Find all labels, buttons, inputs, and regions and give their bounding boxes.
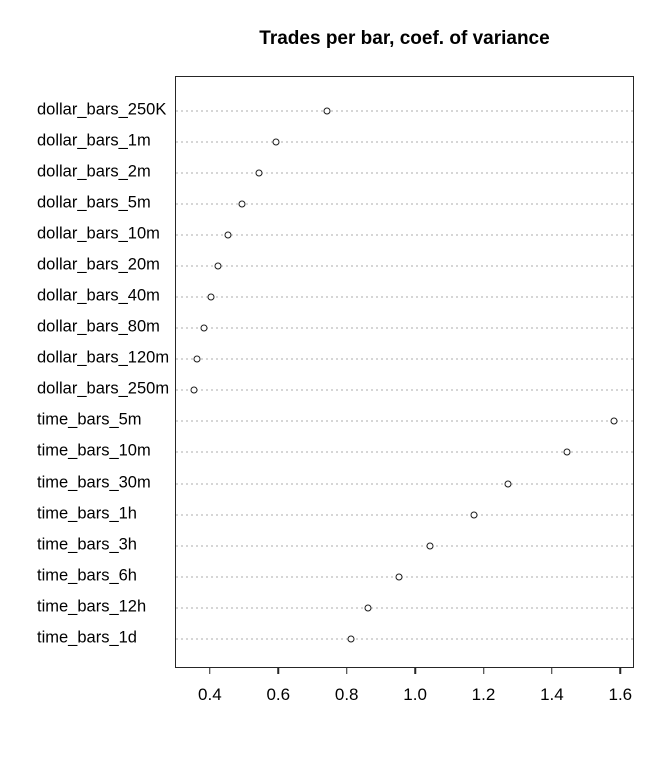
category-label: time_bars_10m [37,441,151,460]
category-label: time_bars_6h [37,566,137,585]
data-point-time_bars_6h [395,573,403,581]
data-point-dollar_bars_120m [193,355,201,363]
data-point-dollar_bars_250m [190,386,198,394]
x-axis-tick [551,667,553,674]
category-label: time_bars_5m [37,410,142,429]
gridline [176,327,633,330]
x-axis-tick-label: 0.6 [266,685,291,704]
data-point-time_bars_30m [504,480,512,488]
gridline [176,389,633,392]
x-axis-tick-label: 1.4 [540,685,564,704]
category-label: dollar_bars_20m [37,255,160,274]
category-label: dollar_bars_5m [37,193,151,212]
chart-title: Trades per bar, coef. of variance [259,28,550,49]
data-point-dollar_bars_40m [207,293,215,301]
gridline [176,171,633,174]
gridline [176,420,633,423]
x-axis-tick [209,667,211,674]
gridline [176,482,633,485]
gridline [176,575,633,578]
data-point-time_bars_1h [470,511,478,519]
gridline [176,513,633,516]
data-point-time_bars_10m [563,448,571,456]
x-axis-tick [277,667,280,674]
gridline [176,109,633,112]
category-label: dollar_bars_80m [37,317,160,336]
gridline [176,140,633,143]
data-point-dollar_bars_250K [323,107,331,114]
plot-area [175,76,634,668]
gridline [176,358,633,361]
data-point-time_bars_12h [364,604,372,612]
category-label: dollar_bars_250m [37,379,170,398]
gridline [176,638,633,640]
category-label: time_bars_30m [37,473,151,492]
x-axis-tick-label: 0.4 [198,685,222,704]
x-axis-tick [619,667,622,674]
data-point-dollar_bars_1m [272,138,280,146]
data-point-dollar_bars_80m [200,324,208,332]
x-axis-tick-label: 0.8 [334,685,359,704]
category-label: dollar_bars_2m [37,162,151,181]
x-axis-tick [345,667,348,674]
data-point-time_bars_3h [426,542,434,550]
gridline [176,202,633,205]
x-axis-tick-label: 1.2 [471,685,496,704]
data-point-dollar_bars_20m [214,262,222,270]
data-point-dollar_bars_5m [238,200,246,208]
data-point-time_bars_5m [610,417,618,425]
x-axis-tick-label: 1.0 [403,685,427,704]
category-label: dollar_bars_40m [37,286,160,305]
gridline [176,451,633,454]
gridline [176,606,633,609]
category-label: dollar_bars_1m [37,131,151,150]
gridline [176,233,633,236]
category-label: dollar_bars_120m [37,348,170,367]
gridline [176,544,633,547]
x-axis-tick [482,667,485,674]
category-label: time_bars_1h [37,504,137,523]
x-axis-tick-label: 1.6 [608,685,633,704]
category-label: time_bars_1d [37,628,137,647]
category-label: time_bars_12h [37,597,147,616]
category-label: dollar_bars_10m [37,224,160,243]
data-point-dollar_bars_2m [255,169,263,177]
x-axis-tick [414,667,416,674]
gridline [176,296,633,299]
data-point-dollar_bars_10m [224,231,232,239]
gridline [176,264,633,267]
data-point-time_bars_1d [347,635,355,643]
category-label: time_bars_3h [37,535,137,554]
category-label: dollar_bars_250K [37,100,167,118]
